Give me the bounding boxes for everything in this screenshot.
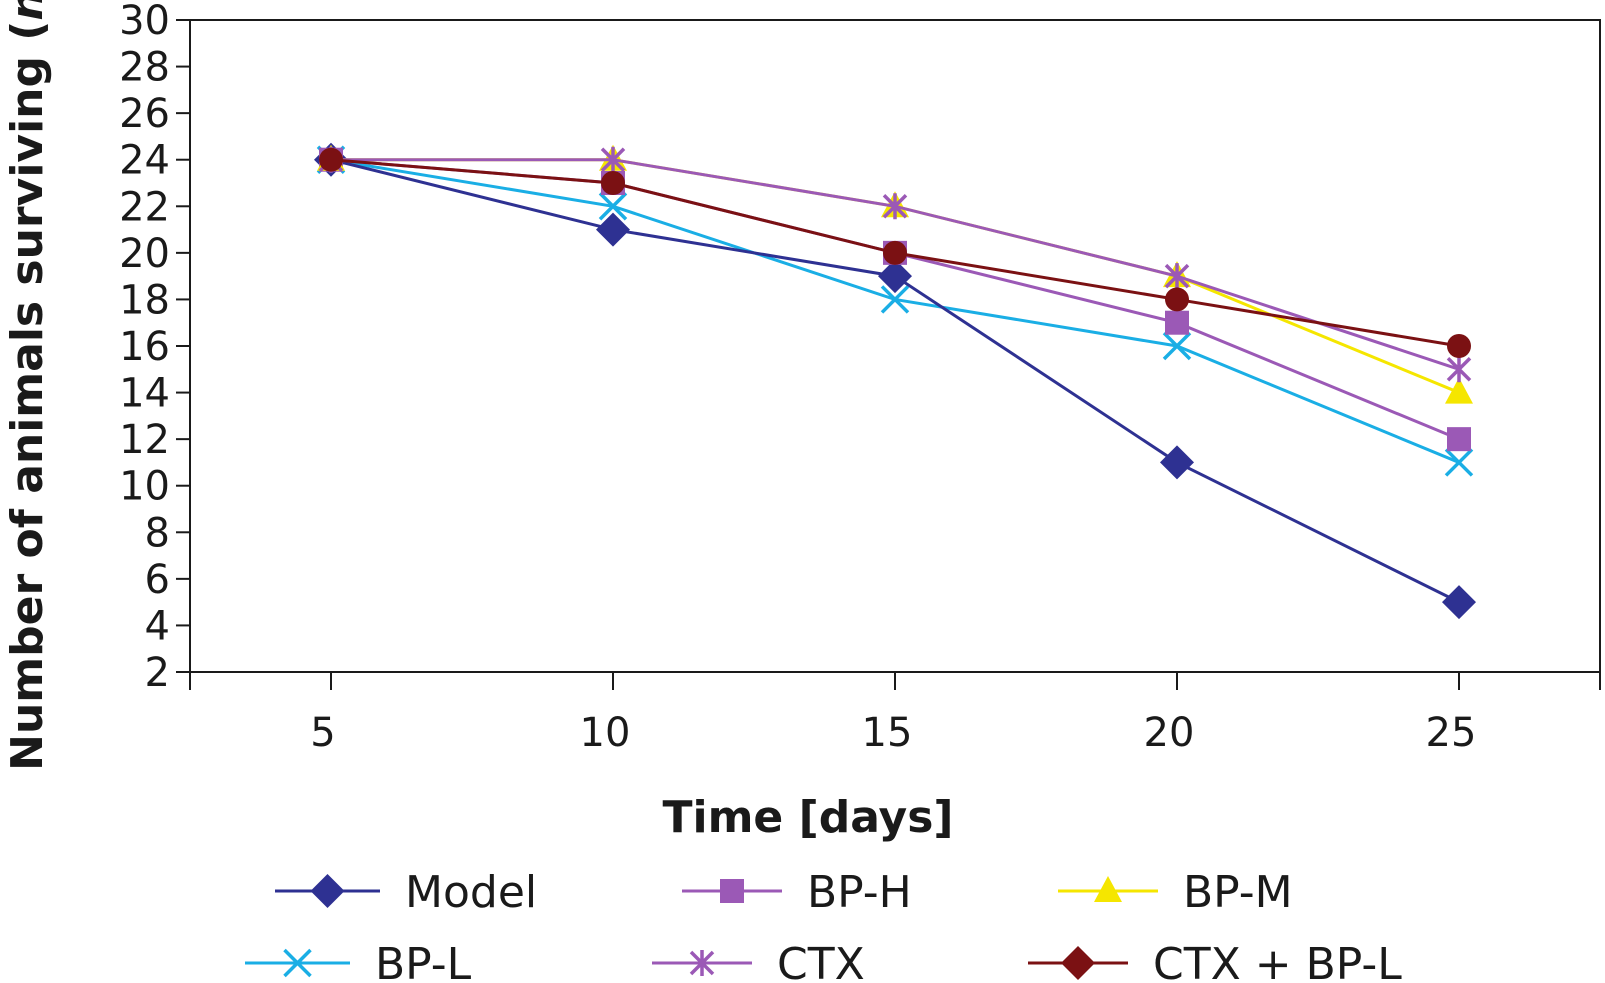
- y-tick-label: 4: [145, 603, 170, 649]
- y-tick-label: 2: [145, 650, 170, 696]
- data-point: [600, 146, 626, 173]
- y-axis-title-part-1: Number of animals surviving (: [2, 21, 53, 771]
- y-tick-label: 20: [119, 231, 170, 277]
- y-tick-label: 16: [119, 324, 170, 370]
- y-tick-label: 28: [119, 45, 170, 91]
- legend-item: BP-H: [682, 867, 912, 918]
- legend-item: Model: [275, 867, 537, 918]
- legend-marker: [689, 950, 715, 976]
- y-axis-title-italic: n: [2, 0, 53, 21]
- data-point: [1164, 263, 1190, 290]
- y-tick-label: 26: [119, 91, 170, 137]
- y-tick-label: 10: [119, 464, 170, 510]
- legend-label: CTX + BP-L: [1153, 939, 1402, 983]
- data-point: [878, 259, 912, 294]
- y-tick-label: 22: [119, 184, 170, 230]
- data-point: [1165, 287, 1189, 312]
- x-axis: 5 10 15 20 25: [189, 672, 1601, 756]
- legend-label: Model: [405, 867, 537, 918]
- x-tick-label: 25: [1426, 710, 1477, 756]
- legend-label: BP-H: [807, 867, 912, 918]
- data-point: [1160, 445, 1194, 480]
- legend: Model BP-H BP-M BP-L CTX CTX + BP-L: [245, 867, 1402, 983]
- legend-label: BP-L: [375, 939, 472, 983]
- series-layer: [314, 142, 1476, 620]
- data-point: [1444, 448, 1474, 477]
- data-point: [1162, 331, 1192, 361]
- data-point: [883, 240, 907, 265]
- legend-label: CTX: [777, 939, 865, 983]
- data-point: [596, 212, 630, 247]
- legend-item: CTX: [652, 939, 865, 983]
- data-point: [1165, 310, 1189, 335]
- y-tick-label: 6: [145, 557, 170, 603]
- y-tick-label: 14: [119, 371, 170, 417]
- y-tick-label: 18: [119, 277, 170, 323]
- legend-marker: [310, 874, 345, 908]
- legend-marker: [283, 948, 312, 978]
- legend-item: BP-M: [1058, 867, 1293, 918]
- y-tick-label: 12: [119, 417, 170, 463]
- legend-marker: [1061, 946, 1095, 980]
- series-ctx-bp-l: [319, 147, 1471, 358]
- data-point: [1442, 585, 1476, 620]
- series-line: [330, 158, 1460, 604]
- x-tick-label: 20: [1144, 710, 1195, 756]
- data-point: [880, 285, 910, 314]
- x-tick-label: 15: [862, 710, 913, 756]
- legend-item: CTX + BP-L: [1028, 939, 1402, 983]
- legend-item: BP-L: [245, 939, 472, 983]
- data-point: [598, 192, 628, 221]
- x-tick-label: 5: [310, 710, 335, 756]
- data-point: [319, 147, 343, 172]
- data-point: [1446, 356, 1472, 383]
- data-point: [1447, 427, 1471, 452]
- legend-marker: [1094, 876, 1122, 902]
- legend-label: BP-M: [1183, 867, 1293, 918]
- data-point: [1445, 377, 1473, 404]
- y-tick-label: 30: [119, 0, 170, 44]
- y-axis-title: Number of animals surviving (n): [2, 0, 53, 771]
- y-tick-label: 8: [145, 510, 170, 556]
- data-point: [1447, 334, 1471, 358]
- y-tick-label: 24: [119, 138, 170, 184]
- x-axis-title: Time [days]: [662, 792, 953, 843]
- x-tick-label: 10: [580, 710, 631, 756]
- data-point: [882, 193, 908, 220]
- data-point: [601, 171, 625, 195]
- legend-marker: [720, 879, 744, 903]
